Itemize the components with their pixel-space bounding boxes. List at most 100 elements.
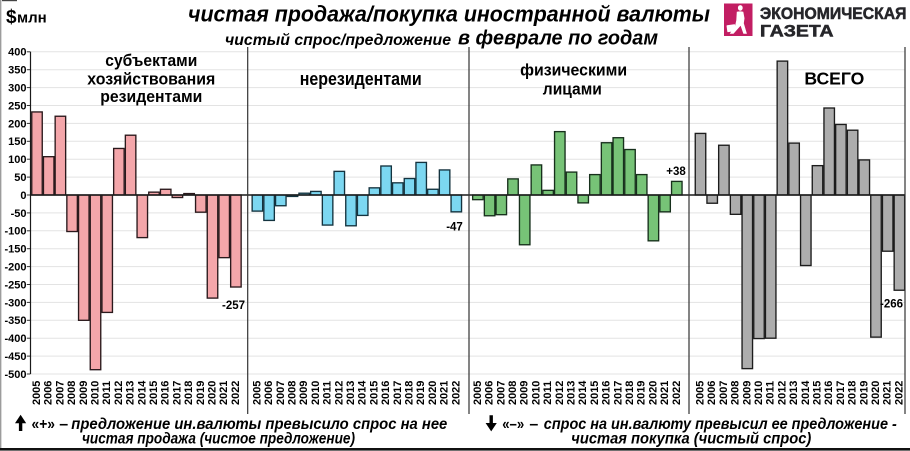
svg-text:ЭКОНОМИЧЕСКАЯ: ЭКОНОМИЧЕСКАЯ bbox=[760, 5, 907, 23]
svg-text:200: 200 bbox=[8, 118, 26, 130]
svg-text:$: $ bbox=[6, 7, 17, 28]
svg-text:0: 0 bbox=[20, 190, 26, 202]
svg-text:2022: 2022 bbox=[230, 381, 242, 405]
svg-text:–: – bbox=[59, 416, 68, 433]
svg-text:2021: 2021 bbox=[659, 381, 671, 405]
svg-text:2010: 2010 bbox=[310, 381, 322, 405]
svg-text:чистая продажа/покупка иностра: чистая продажа/покупка иностранной валют… bbox=[188, 2, 710, 27]
svg-text:2019: 2019 bbox=[415, 381, 427, 405]
svg-text:2015: 2015 bbox=[148, 381, 160, 405]
svg-text:2011: 2011 bbox=[322, 381, 334, 405]
svg-text:2010: 2010 bbox=[530, 381, 542, 405]
svg-text:2008: 2008 bbox=[507, 381, 519, 405]
svg-text:2006: 2006 bbox=[706, 381, 718, 405]
svg-text:-257: -257 bbox=[222, 300, 245, 312]
svg-text:2018: 2018 bbox=[624, 381, 636, 405]
svg-text:2016: 2016 bbox=[823, 381, 835, 405]
svg-text:хозяйствования: хозяйствования bbox=[87, 69, 215, 88]
svg-text:2013: 2013 bbox=[125, 381, 137, 405]
svg-text:150: 150 bbox=[8, 136, 26, 148]
svg-text:-350: -350 bbox=[4, 315, 26, 327]
svg-text:2020: 2020 bbox=[427, 381, 439, 405]
svg-text:2022: 2022 bbox=[893, 381, 905, 405]
svg-text:2017: 2017 bbox=[171, 381, 183, 405]
svg-text:2017: 2017 bbox=[612, 381, 624, 405]
svg-text:2011: 2011 bbox=[765, 381, 777, 405]
svg-text:-50: -50 bbox=[11, 208, 27, 220]
svg-text:2008: 2008 bbox=[287, 381, 299, 405]
svg-text:2010: 2010 bbox=[90, 381, 102, 405]
svg-text:спрос на ин.валюту превысил ее: спрос на ин.валюту превысил ее предложен… bbox=[544, 416, 897, 433]
svg-text:физическими: физическими bbox=[520, 61, 627, 80]
svg-text:300: 300 bbox=[8, 83, 26, 95]
svg-text:-300: -300 bbox=[4, 297, 26, 309]
svg-text:-100: -100 bbox=[4, 226, 26, 238]
svg-text:-150: -150 bbox=[4, 244, 26, 256]
svg-text:нерезидентами: нерезидентами bbox=[300, 69, 422, 89]
svg-text:2005: 2005 bbox=[251, 381, 263, 405]
svg-text:2012: 2012 bbox=[554, 381, 566, 405]
svg-text:-200: -200 bbox=[4, 262, 26, 274]
svg-text:–: – bbox=[529, 416, 538, 433]
svg-text:лицами: лицами bbox=[543, 80, 602, 99]
svg-text:2012: 2012 bbox=[333, 381, 345, 405]
svg-text:2006: 2006 bbox=[43, 381, 55, 405]
svg-text:100: 100 bbox=[8, 154, 26, 166]
svg-text:«–»: «–» bbox=[502, 416, 524, 433]
svg-text:2012: 2012 bbox=[113, 381, 125, 405]
svg-text:2019: 2019 bbox=[195, 381, 207, 405]
svg-text:2007: 2007 bbox=[54, 381, 66, 405]
svg-text:чистый спрос/предложение: чистый спрос/предложение bbox=[225, 32, 451, 49]
svg-text:ГАЗЕТА: ГАЗЕТА bbox=[760, 23, 834, 41]
svg-text:2007: 2007 bbox=[718, 381, 730, 405]
svg-text:2013: 2013 bbox=[566, 381, 578, 405]
svg-text:2012: 2012 bbox=[776, 381, 788, 405]
svg-text:2017: 2017 bbox=[835, 381, 847, 405]
svg-text:резидентами: резидентами bbox=[100, 87, 202, 106]
svg-text:-400: -400 bbox=[4, 333, 26, 345]
svg-text:2018: 2018 bbox=[847, 381, 859, 405]
svg-text:2009: 2009 bbox=[78, 381, 90, 405]
svg-text:2015: 2015 bbox=[589, 381, 601, 405]
svg-text:2016: 2016 bbox=[380, 381, 392, 405]
svg-text:-500: -500 bbox=[4, 369, 26, 381]
svg-text:2011: 2011 bbox=[101, 381, 113, 405]
svg-text:-47: -47 bbox=[446, 222, 463, 234]
svg-text:в феврале по годам: в феврале по годам bbox=[458, 28, 658, 50]
svg-text:2005: 2005 bbox=[31, 381, 43, 405]
svg-text:-266: -266 bbox=[880, 299, 903, 311]
svg-text:-450: -450 bbox=[4, 351, 26, 363]
svg-text:2020: 2020 bbox=[207, 381, 219, 405]
svg-text:2014: 2014 bbox=[577, 380, 589, 405]
svg-text:2007: 2007 bbox=[275, 381, 287, 405]
svg-text:400: 400 bbox=[8, 47, 26, 59]
svg-text:+38: +38 bbox=[666, 166, 686, 178]
svg-text:2010: 2010 bbox=[753, 381, 765, 405]
svg-text:2021: 2021 bbox=[882, 381, 894, 405]
svg-text:2015: 2015 bbox=[368, 381, 380, 405]
svg-text:2007: 2007 bbox=[495, 381, 507, 405]
svg-text:2016: 2016 bbox=[160, 381, 172, 405]
svg-text:2006: 2006 bbox=[263, 381, 275, 405]
svg-text:2009: 2009 bbox=[741, 381, 753, 405]
svg-text:2005: 2005 bbox=[695, 381, 707, 405]
svg-text:2019: 2019 bbox=[636, 381, 648, 405]
svg-text:предложение ин.валюты превысил: предложение ин.валюты превысило спрос на… bbox=[71, 416, 447, 433]
svg-text:2018: 2018 bbox=[183, 381, 195, 405]
svg-text:50: 50 bbox=[14, 172, 26, 184]
svg-text:2019: 2019 bbox=[858, 381, 870, 405]
svg-text:2018: 2018 bbox=[404, 381, 416, 405]
svg-text:2015: 2015 bbox=[812, 381, 824, 405]
svg-text:2022: 2022 bbox=[671, 381, 683, 405]
svg-text:2021: 2021 bbox=[439, 381, 451, 405]
svg-text:2014: 2014 bbox=[800, 380, 812, 405]
svg-text:2020: 2020 bbox=[870, 381, 882, 405]
svg-text:субъектами: субъектами bbox=[105, 51, 197, 70]
svg-text:2013: 2013 bbox=[788, 381, 800, 405]
svg-text:2008: 2008 bbox=[66, 381, 78, 405]
svg-text:чистая продажа (чистое предлож: чистая продажа (чистое предложение) bbox=[82, 431, 355, 448]
svg-text:-250: -250 bbox=[4, 279, 26, 291]
svg-text:«+»: «+» bbox=[32, 416, 56, 433]
svg-text:млн: млн bbox=[17, 10, 47, 27]
svg-text:2009: 2009 bbox=[298, 381, 310, 405]
